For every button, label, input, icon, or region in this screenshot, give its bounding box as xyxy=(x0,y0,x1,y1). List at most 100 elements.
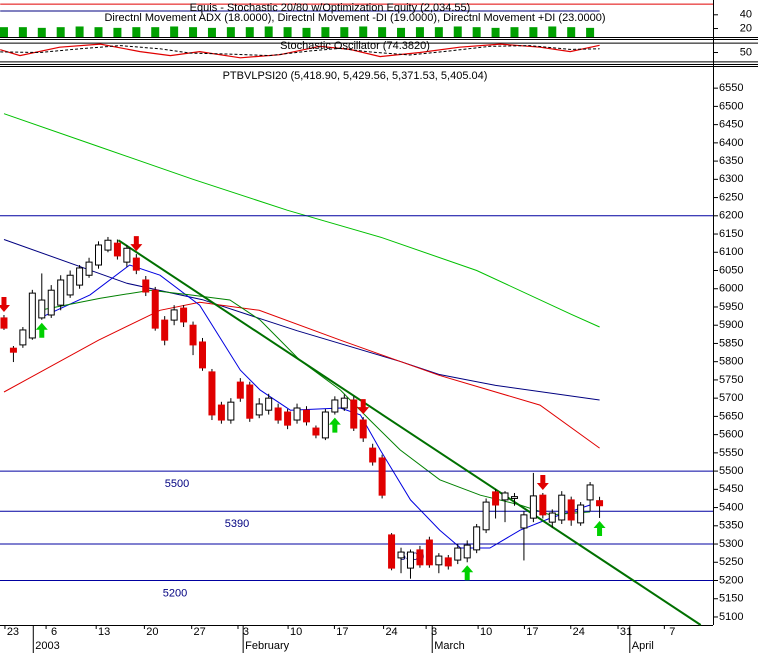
trendline xyxy=(117,239,702,626)
y-tick-label: 5650 xyxy=(719,410,743,422)
buy-signal xyxy=(461,565,474,581)
histogram-bar xyxy=(113,27,122,37)
level-label: 5500 xyxy=(165,478,189,490)
candle-body xyxy=(350,399,358,429)
candle-body xyxy=(416,549,424,566)
y-tick-label: 5150 xyxy=(719,593,743,605)
x-tick-label: 17 xyxy=(336,626,348,638)
y-tick-label: 6350 xyxy=(719,155,743,167)
candle-body xyxy=(28,292,36,339)
y-tick-label: 6100 xyxy=(719,246,743,258)
candle-body xyxy=(435,555,443,566)
y-tick-label: 6500 xyxy=(719,100,743,112)
histogram-bar xyxy=(207,27,216,37)
x-tick-label: 23 xyxy=(7,626,19,638)
histogram-bar xyxy=(170,26,179,37)
moving-average xyxy=(3,239,600,401)
y-tick-label: 6050 xyxy=(719,264,743,276)
candle-body xyxy=(596,500,604,507)
y-tick-label: 5350 xyxy=(719,520,743,532)
histogram-bar xyxy=(378,27,387,37)
histogram-bar xyxy=(56,27,65,37)
candle-body xyxy=(265,397,273,411)
y-tick-label: 5700 xyxy=(719,392,743,404)
y-tick-label: 5800 xyxy=(719,356,743,368)
x-tick-label: 3 xyxy=(431,626,437,638)
candle-body xyxy=(47,289,55,316)
candle-body xyxy=(104,239,112,251)
candle-body xyxy=(378,457,386,496)
buy-signal xyxy=(593,520,606,536)
candle-body xyxy=(567,499,575,521)
histogram-bar xyxy=(567,27,576,37)
x-tick-label: 17 xyxy=(526,626,538,638)
x-tick-label: 3 xyxy=(243,626,249,638)
candle-body xyxy=(293,407,301,421)
y-tick-label: 6450 xyxy=(719,119,743,131)
stochastic-line xyxy=(0,43,600,59)
histogram-bar xyxy=(151,27,160,37)
candle-body xyxy=(57,279,65,306)
histogram-bar xyxy=(510,27,519,37)
candle-body xyxy=(444,557,452,567)
histogram-bar xyxy=(132,27,141,37)
histogram-bar xyxy=(264,26,273,37)
candle-body xyxy=(19,329,27,346)
month-label: 2003 xyxy=(35,640,59,652)
moving-average xyxy=(3,301,600,449)
candle-body xyxy=(520,514,528,529)
candle-body xyxy=(255,403,263,416)
y-tick-label: 6000 xyxy=(719,283,743,295)
x-tick-label: 7 xyxy=(669,626,675,638)
candle-body xyxy=(284,411,292,426)
candle-body xyxy=(132,257,140,271)
candle-body xyxy=(558,494,566,521)
sell-signal xyxy=(357,399,370,415)
candle-body xyxy=(198,341,206,369)
buy-signal xyxy=(328,417,341,433)
level-label: 5200 xyxy=(163,587,187,599)
candle-body xyxy=(454,547,462,561)
y-tick-label: 5850 xyxy=(719,337,743,349)
candle-body xyxy=(548,512,556,523)
y-tick-label: 6550 xyxy=(719,82,743,94)
candle-body xyxy=(340,397,348,409)
candle-body xyxy=(359,419,367,439)
candle-body xyxy=(66,274,74,296)
y-tick-label: 5750 xyxy=(719,374,743,386)
candle-body xyxy=(85,261,93,276)
candle-body xyxy=(76,267,84,286)
candle-body xyxy=(208,371,216,416)
candle-body xyxy=(586,484,594,501)
chart-title: PTBVLPSI20 (5,418.90, 5,429.56, 5,371.53… xyxy=(223,70,488,82)
histogram-bar xyxy=(548,26,557,37)
x-tick-label: 20 xyxy=(146,626,158,638)
candle-body xyxy=(321,411,329,439)
y-tick-label: 5300 xyxy=(719,538,743,550)
y-tick-label: 5900 xyxy=(719,319,743,331)
histogram-bar xyxy=(302,27,311,37)
y-tick-label: 6200 xyxy=(719,210,743,222)
histogram-bar xyxy=(397,27,406,37)
candle-body xyxy=(302,409,310,423)
candle-body xyxy=(274,407,282,421)
candle-body xyxy=(331,399,339,413)
candle-body xyxy=(482,501,490,531)
histogram-bar xyxy=(434,27,443,37)
candle-body xyxy=(369,447,377,463)
candle-body xyxy=(170,309,178,321)
candle-body xyxy=(123,247,131,263)
x-tick-label: 24 xyxy=(573,626,585,638)
stochastic-line xyxy=(0,45,600,57)
sell-signal xyxy=(0,297,10,312)
candle-body xyxy=(95,244,103,266)
candle-body xyxy=(492,491,500,506)
candle-body xyxy=(0,317,8,329)
candle-body xyxy=(529,495,537,519)
histogram-bar xyxy=(472,27,481,37)
x-tick-label: 27 xyxy=(194,626,206,638)
candle-body xyxy=(388,534,396,569)
